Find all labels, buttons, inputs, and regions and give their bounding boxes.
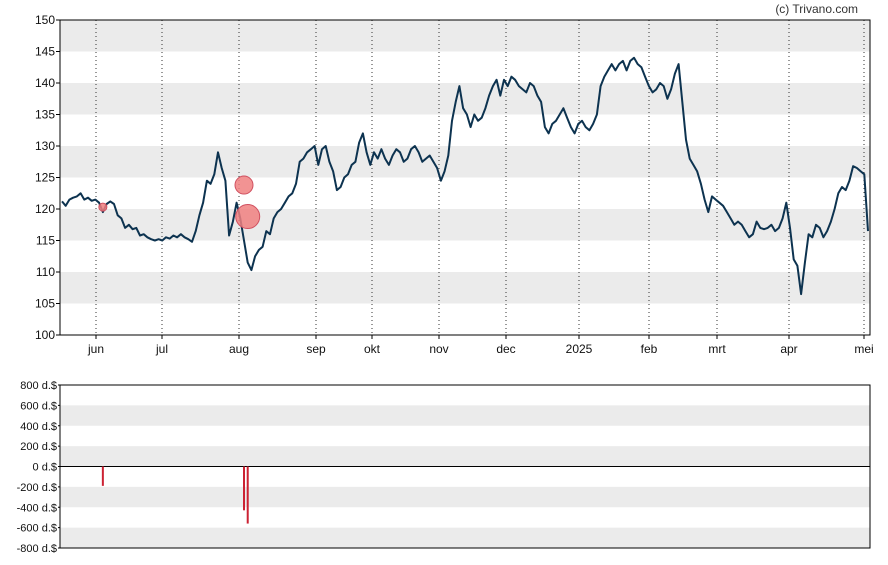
trade-bar	[246, 466, 249, 524]
y-tick-label: 150	[35, 13, 55, 27]
y-tick-label: 130	[35, 139, 55, 153]
x-tick-label: feb	[641, 342, 658, 356]
x-tick-label: sep	[306, 342, 326, 356]
x-tick-label: aug	[229, 342, 249, 356]
y-tick-label: 115	[36, 234, 55, 248]
x-tick-label: okt	[364, 342, 381, 356]
trade-bar	[101, 466, 104, 486]
grid-band	[60, 527, 870, 548]
y-tick-label: 110	[36, 265, 55, 279]
y-tick-label: 140	[35, 76, 55, 90]
x-tick-label: apr	[780, 342, 797, 356]
x-tick-label: mei	[854, 342, 873, 356]
y-tick-label: -200 d.$	[17, 482, 57, 494]
grid-band	[60, 20, 870, 52]
y-tick-label: -600 d.$	[17, 523, 57, 535]
x-tick-label: mrt	[708, 342, 726, 356]
y-tick-label: 0 d.$	[33, 462, 57, 474]
insider-trades-chart: 800 d.$ 600 d.$ 400 d.$ 200 d.$ 0 d.$ -200 d.…	[17, 380, 871, 555]
grid-band	[60, 83, 870, 115]
y-tick-label: -800 d.$	[17, 543, 57, 555]
trade-bar	[243, 466, 245, 511]
y-tick-label: 120	[35, 202, 55, 216]
trade-marker	[234, 175, 254, 195]
grid-band	[60, 486, 870, 508]
y-tick-label: 105	[35, 297, 55, 311]
grid-band	[60, 146, 870, 178]
price-line	[61, 56, 869, 296]
x-tick-label: jun	[87, 342, 104, 356]
y-tick-label: 600 d.$	[20, 400, 57, 412]
y-tick-label: -400 d.$	[17, 502, 57, 514]
y-tick-label: 800 d.$	[20, 380, 57, 392]
y-tick-label: 125	[35, 171, 55, 185]
x-tick-label: nov	[429, 342, 448, 356]
watermark: (c) Trivano.com	[775, 2, 858, 16]
y-tick-label: 145	[35, 45, 55, 59]
x-tick-label: jul	[155, 342, 168, 356]
grid-band	[60, 446, 870, 467]
x-tick-label: 2025	[566, 342, 593, 356]
price-chart: 150 145 140 135 130 125 120 115 110 105 100 jun jul a…	[35, 13, 874, 356]
plot-frame	[59, 19, 871, 336]
y-tick-label: 135	[35, 108, 55, 122]
grid-band	[60, 272, 870, 304]
x-tick-label: dec	[496, 342, 515, 356]
trade-marker	[98, 202, 108, 212]
y-tick-label: 400 d.$	[20, 421, 57, 433]
y-tick-label: 100	[35, 328, 55, 342]
trade-marker	[235, 204, 261, 230]
y-tick-label: 200 d.$	[20, 441, 57, 453]
grid-band	[60, 405, 870, 426]
plot-frame	[59, 384, 871, 549]
